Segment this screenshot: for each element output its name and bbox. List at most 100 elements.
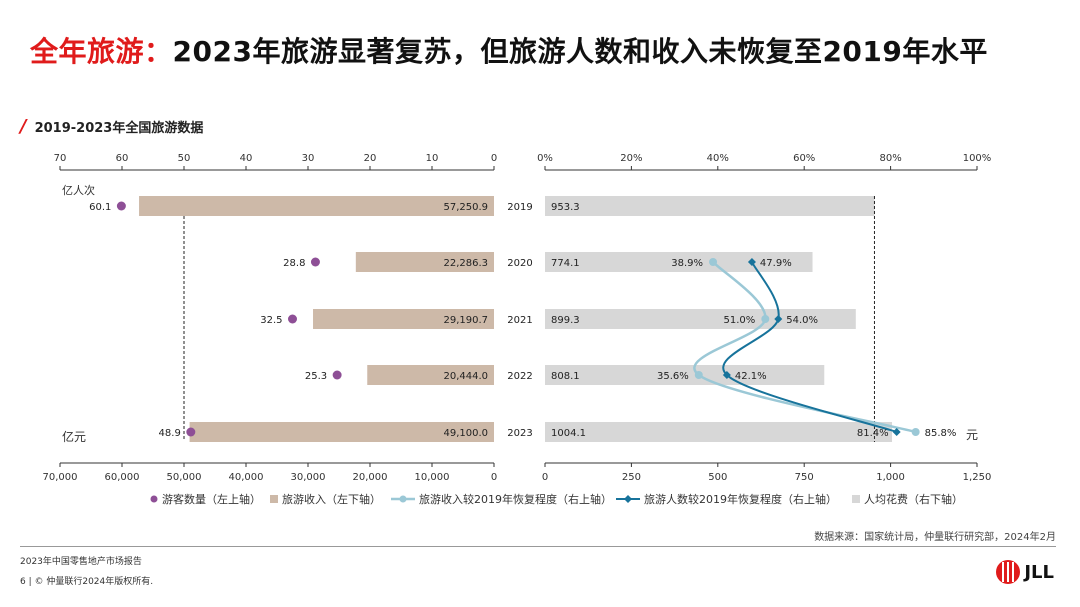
footer-divider: [20, 546, 1056, 547]
revenue-value-label: 49,100.0: [443, 428, 488, 439]
title-highlight: 全年旅游：: [30, 35, 173, 68]
right-bottom-tick-label: 0: [542, 472, 548, 483]
revenue-value-label: 22,286.3: [443, 258, 488, 269]
visitor-dot: [116, 201, 126, 211]
right-top-tick-label: 80%: [879, 153, 901, 164]
jll-logo-text: JLL: [1024, 561, 1054, 583]
revenue-recovery-point: [709, 258, 718, 266]
revenue-bar: [139, 196, 494, 216]
revenue-value-label: 29,190.7: [443, 315, 488, 326]
visitor-recovery-point: [722, 371, 731, 379]
left-top-tick-label: 40: [240, 153, 253, 164]
legend-label: 游客数量（左上轴）: [162, 492, 261, 506]
right-top-tick-label: 100%: [963, 153, 992, 164]
revenue-bar: [355, 252, 494, 272]
right-bottom-tick-label: 500: [708, 472, 727, 483]
per-capita-bar: [545, 252, 813, 272]
revenue-recovery-point: [694, 371, 703, 379]
per-capita-value-label: 1004.1: [551, 428, 586, 439]
revenue-bar: [367, 365, 494, 385]
left-bottom-tick-label: 30,000: [291, 472, 326, 483]
chart-subtitle-text: 2019-2023年全国旅游数据: [34, 121, 204, 136]
per-capita-value-label: 808.1: [551, 371, 580, 382]
left-bottom-tick-label: 40,000: [229, 472, 264, 483]
visitor-recovery-label: 81.4%: [857, 428, 889, 439]
year-label: 2019: [507, 202, 532, 213]
left-bottom-tick-label: 70,000: [43, 472, 78, 483]
visitor-recovery-label: 47.9%: [760, 258, 792, 269]
year-label: 2021: [507, 315, 532, 326]
year-label: 2020: [507, 258, 532, 269]
right-bottom-tick-label: 750: [795, 472, 814, 483]
jll-logo: JLL: [996, 560, 1054, 584]
revenue-bar: [313, 309, 494, 329]
visitor-value-label: 28.8: [283, 258, 305, 269]
per-capita-bar: [545, 196, 875, 216]
legend-marker: [852, 495, 860, 503]
visitor-dot: [186, 427, 196, 437]
revenue-value-label: 20,444.0: [443, 371, 488, 382]
legend-label: 旅游收入较2019年恢复程度（右上轴）: [419, 492, 612, 506]
source-note: 数据来源：国家统计局，仲量联行研究部，2024年2月: [814, 532, 1056, 543]
legend-label: 人均花费（右下轴）: [864, 492, 963, 506]
visitor-recovery-point: [774, 315, 783, 323]
visitor-recovery-label: 42.1%: [735, 371, 767, 382]
per-capita-value-label: 899.3: [551, 315, 580, 326]
per-capita-value-label: 774.1: [551, 258, 580, 269]
visitor-value-label: 60.1: [89, 202, 111, 213]
left-bottom-tick-label: 20,000: [353, 472, 388, 483]
legend-marker: [399, 495, 407, 503]
per-capita-bar: [545, 365, 825, 385]
visitor-recovery-line: [722, 261, 897, 433]
per-capita-bar: [545, 422, 893, 442]
right-top-tick-label: 60%: [793, 153, 815, 164]
revenue-recovery-label: 85.8%: [925, 428, 957, 439]
left-bottom-tick-label: 50,000: [167, 472, 202, 483]
visitor-dot: [332, 370, 342, 380]
legend-marker: [624, 495, 632, 503]
left-bottom-tick-label: 60,000: [105, 472, 140, 483]
jll-logo-icon: [996, 560, 1021, 584]
revenue-recovery-label: 38.9%: [671, 258, 703, 269]
right-bottom-tick-label: 250: [622, 472, 641, 483]
visitor-dot: [310, 257, 320, 267]
right-top-tick-label: 20%: [620, 153, 642, 164]
visitor-value-label: 32.5: [260, 315, 282, 326]
legend-marker: [270, 495, 278, 503]
right-top-tick-label: 40%: [707, 153, 729, 164]
legend-label: 旅游人数较2019年恢复程度（右上轴）: [644, 492, 837, 506]
revenue-recovery-point: [911, 428, 920, 436]
revenue-recovery-point: [761, 315, 770, 323]
slash-icon: /: [20, 116, 27, 137]
visitor-dot: [288, 314, 297, 324]
revenue-recovery-label: 51.0%: [724, 315, 756, 326]
revenue-recovery-label: 35.6%: [657, 371, 689, 382]
left-top-tick-label: 70: [54, 153, 67, 164]
report-name: 2023年中国零售地产市场报告: [20, 557, 142, 567]
left-top-tick-label: 30: [302, 153, 315, 164]
page-title: 全年旅游：2023年旅游显著复苏，但旅游人数和收入未恢复至2019年水平: [30, 30, 988, 70]
right-bottom-tick-label: 1,000: [876, 472, 905, 483]
left-bottom-tick-label: 10,000: [415, 472, 450, 483]
revenue-value-label: 57,250.9: [443, 202, 488, 213]
left-top-unit-label: 亿人次: [62, 183, 95, 197]
chart-subtitle: / 2019-2023年全国旅游数据: [20, 116, 203, 137]
left-top-tick-label: 10: [426, 153, 439, 164]
visitor-recovery-point: [747, 258, 756, 266]
visitor-recovery-point: [892, 428, 901, 436]
left-top-tick-label: 60: [116, 153, 129, 164]
left-top-tick-label: 0: [491, 153, 497, 164]
left-top-tick-label: 20: [364, 153, 377, 164]
right-bottom-unit-label: 元: [966, 428, 978, 442]
year-label: 2023: [507, 428, 532, 439]
visitor-value-label: 48.9: [159, 428, 181, 439]
left-top-tick-label: 50: [178, 153, 191, 164]
revenue-bar: [189, 422, 494, 442]
right-top-tick-label: 0%: [537, 153, 553, 164]
per-capita-value-label: 953.3: [551, 202, 580, 213]
visitor-recovery-label: 54.0%: [786, 315, 818, 326]
legend-label: 旅游收入（左下轴）: [282, 492, 381, 506]
legend-marker: [150, 495, 158, 503]
tourism-chart: 70 60 50 40 30 20 10 0 70,000 60,000 50,000 40,000 3…: [43, 153, 992, 506]
title-main: 2023年旅游显著复苏，但旅游人数和收入未恢复至2019年水平: [172, 35, 988, 68]
